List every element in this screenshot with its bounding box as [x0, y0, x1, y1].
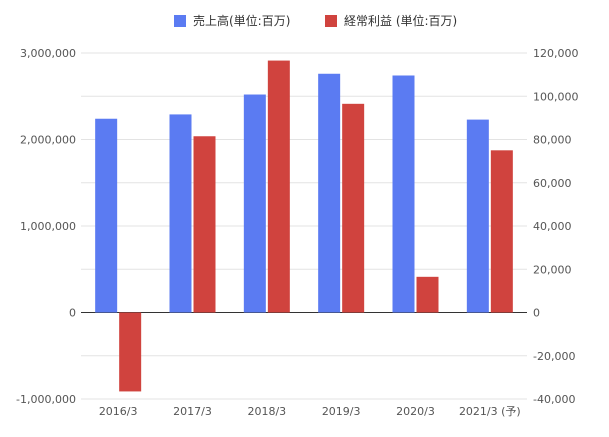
y-left-tick-label: -1,000,000: [16, 393, 76, 406]
x-tick-label: 2017/3: [173, 405, 212, 418]
bar-sales: [318, 73, 341, 313]
y-right-tick-label: 20,000: [533, 263, 572, 276]
legend-swatch: [325, 15, 337, 27]
y-left-tick-label: 0: [69, 307, 76, 320]
bar-sales: [392, 75, 415, 313]
y-right-tick-label: 40,000: [533, 220, 572, 233]
x-tick-label: 2021/3 (予): [459, 405, 521, 418]
legend-label: 経常利益 (単位:百万): [344, 13, 457, 28]
y-right-tick-label: 60,000: [533, 177, 572, 190]
x-tick-label: 2019/3: [322, 405, 361, 418]
x-tick-label: 2020/3: [396, 405, 435, 418]
legend-swatch: [174, 15, 186, 27]
y-left-tick-label: 2,000,000: [20, 134, 76, 147]
x-tick-label: 2018/3: [247, 405, 286, 418]
y-right-tick-label: 100,000: [533, 90, 579, 103]
bar-ordinary-profit: [267, 60, 290, 313]
bars: [95, 60, 513, 392]
bar-ordinary-profit: [119, 312, 142, 392]
bar-ordinary-profit: [193, 136, 216, 313]
y-right-tick-label: -20,000: [533, 350, 575, 363]
bar-sales: [95, 118, 118, 313]
axis-ticks: 3,000,000 2,000,000 1,000,000 0 -1,000,000 12…: [16, 47, 578, 418]
y-right-tick-label: 120,000: [533, 47, 579, 60]
y-right-tick-label: -40,000: [533, 393, 575, 406]
y-right-tick-label: 0: [533, 307, 540, 320]
legend-label: 売上高(単位:百万): [193, 13, 290, 28]
bar-sales: [243, 94, 266, 313]
y-right-tick-label: 80,000: [533, 134, 572, 147]
y-left-tick-label: 1,000,000: [20, 220, 76, 233]
y-left-tick-label: 3,000,000: [20, 47, 76, 60]
bar-ordinary-profit: [342, 103, 365, 313]
bar-ordinary-profit: [416, 276, 439, 313]
legend: 売上高(単位:百万) 経常利益 (単位:百万): [174, 13, 457, 28]
bar-sales: [466, 119, 489, 313]
bar-sales: [169, 114, 192, 313]
x-tick-label: 2016/3: [99, 405, 138, 418]
bar-ordinary-profit: [490, 150, 513, 313]
grid-lines: [81, 52, 527, 400]
